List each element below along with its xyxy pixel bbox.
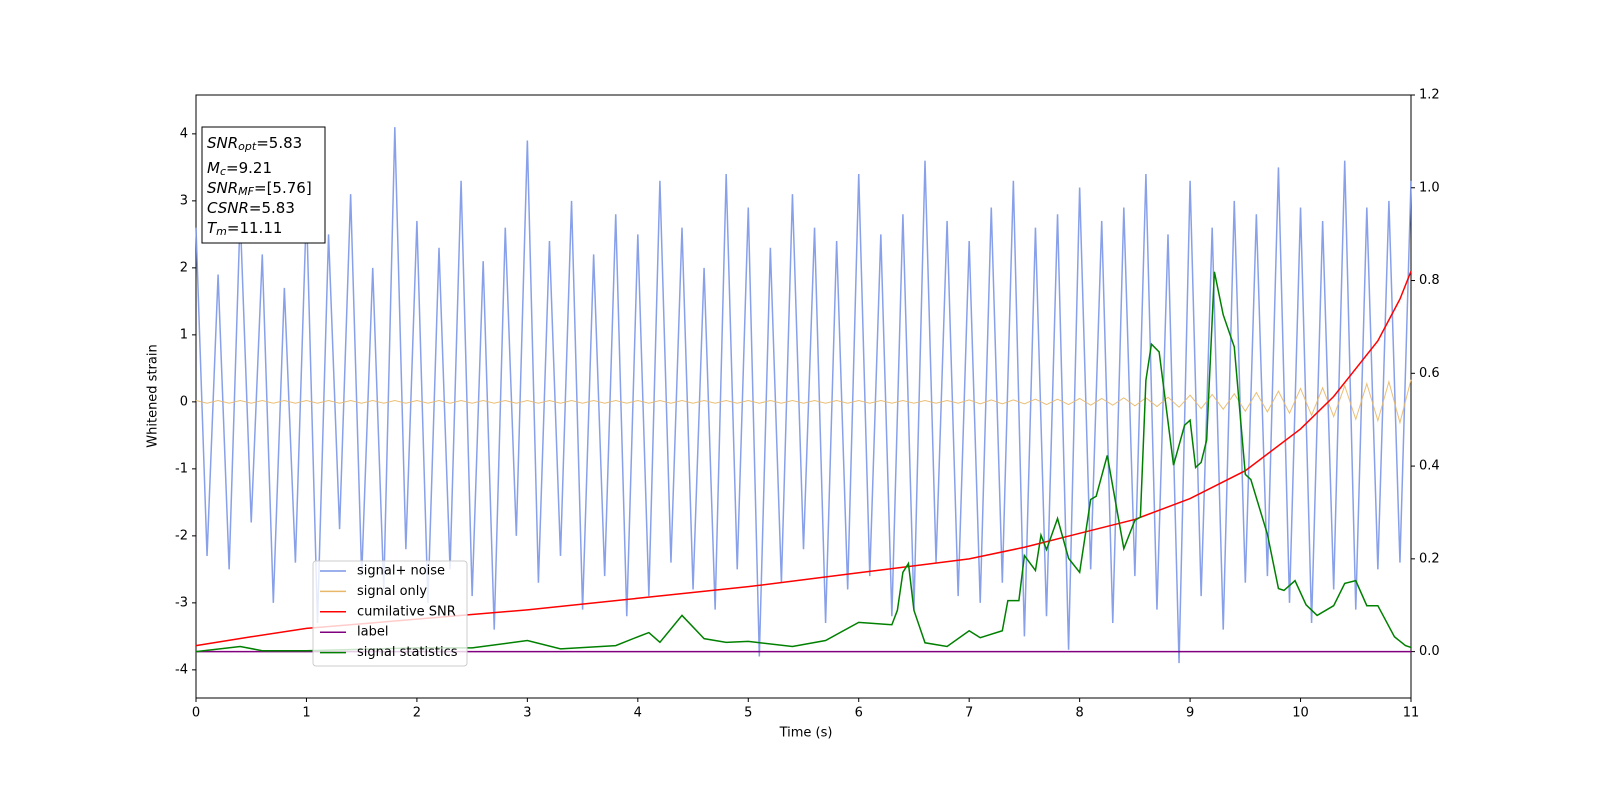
x-tick-label: 6: [855, 706, 863, 721]
y-tick-label: 3: [180, 193, 188, 208]
annotation-value: =11.11: [227, 219, 283, 237]
x-tick-label: 11: [1403, 706, 1420, 721]
x-tick-label: 1: [302, 706, 310, 721]
series-line: [195, 127, 1412, 664]
legend-label: cumilative SNR: [357, 604, 456, 619]
annotation-subscript: c: [220, 165, 226, 178]
annotation-symbol: T: [207, 219, 218, 237]
x-tick-label: 3: [523, 706, 531, 721]
annotation-subscript: m: [216, 225, 227, 238]
annotation-line: Tm=11.11: [207, 219, 282, 239]
legend-label: signal+ noise: [357, 564, 445, 579]
y2-tick-label: 0.6: [1419, 366, 1440, 381]
plot-frame: [195, 94, 1412, 699]
annotation-line: SNRMF=[5.76]: [207, 179, 312, 199]
legend: signal+ noise signal only cumilative SNR la…: [312, 560, 468, 667]
legend-label: signal only: [357, 584, 427, 599]
axes: 0 1 2 3 4 5 6 7 8 9 10 11 -4 -3 -2 -1 0 1 2 3 4 0.0 0.2 0.4 0.6 0…: [175, 88, 1440, 721]
annotation-line: SNRopt=5.83: [207, 134, 302, 154]
annotation-symbol: SNR: [207, 179, 238, 197]
y2-tick-label: 0.4: [1419, 459, 1440, 474]
annotation-symbol: CSNR: [207, 199, 249, 217]
x-tick-label: 7: [965, 706, 973, 721]
y-tick-label: -4: [175, 662, 188, 677]
y-axis-label: Whitened strain: [146, 344, 161, 447]
y-tick-label: 2: [180, 260, 188, 275]
series-line: [195, 271, 1412, 653]
annotation-line: Mc=9.21: [207, 159, 272, 179]
y2-tick-label: 0.2: [1419, 551, 1440, 566]
y-tick-label: -2: [175, 528, 188, 543]
annotation-value: =[5.76]: [254, 179, 312, 197]
x-tick-label: 5: [744, 706, 752, 721]
annotation-value: =5.83: [249, 199, 295, 217]
legend-label: signal statistics: [357, 645, 458, 660]
annotation-box: SNRopt=5.83Mc=9.21SNRMF=[5.76]CSNR=5.83T…: [201, 126, 326, 244]
x-axis-label: Time (s): [779, 726, 833, 741]
y2-tick-label: 0.8: [1419, 273, 1440, 288]
x-tick-label: 0: [192, 706, 200, 721]
y2-tick-label: 1.2: [1419, 88, 1440, 103]
annotation-value: =5.83: [256, 134, 302, 152]
legend-label: label: [357, 625, 388, 640]
y-tick-label: -1: [175, 461, 188, 476]
x-tick-label: 8: [1075, 706, 1083, 721]
y-tick-label: -3: [175, 595, 188, 610]
annotation-frame: [201, 126, 326, 244]
annotation-subscript: MF: [238, 185, 254, 198]
annotation-line: CSNR=5.83: [207, 199, 295, 217]
annotation-symbol: M: [207, 159, 220, 177]
y2-tick-label: 0.0: [1419, 644, 1440, 659]
x-tick-label: 4: [634, 706, 642, 721]
annotation-symbol: SNR: [207, 134, 238, 152]
legend-frame: [312, 560, 468, 667]
y-tick-label: 0: [180, 394, 188, 409]
y-tick-label: 1: [180, 327, 188, 342]
x-tick-label: 10: [1292, 706, 1309, 721]
annotation-subscript: opt: [238, 140, 257, 153]
y-tick-label: 4: [180, 126, 188, 141]
annotation-value: =9.21: [226, 159, 272, 177]
x-tick-label: 2: [413, 706, 421, 721]
x-tick-label: 9: [1186, 706, 1194, 721]
y2-tick-label: 1.0: [1419, 180, 1440, 195]
